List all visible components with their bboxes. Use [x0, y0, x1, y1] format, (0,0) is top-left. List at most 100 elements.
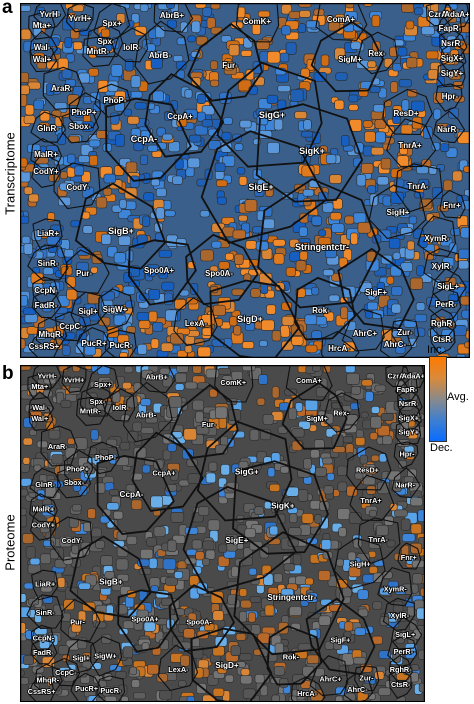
region-label-sigk-: SigK+: [299, 146, 325, 156]
region-label-sigm-: SigM+: [306, 414, 328, 423]
cell-texture: [20, 365, 425, 702]
region-label-hpr-: Hpr-: [442, 92, 459, 101]
region-outline: [86, 441, 120, 475]
region-outline: [30, 111, 67, 143]
region-label-sigi-: SigI+: [72, 654, 90, 663]
region-outline: [382, 88, 433, 136]
region-label-iolr-: IolR-: [113, 403, 130, 412]
region-label-tnra-: TnrA-: [368, 535, 388, 544]
region-label-xymr-: XymR-: [384, 584, 408, 593]
region-label-czra-: CzrA+: [428, 10, 452, 19]
region-outline: [61, 110, 100, 144]
region-outline: [391, 616, 423, 650]
region-label-spo0a-: Spo0A-: [205, 269, 233, 278]
region-outline: [57, 467, 92, 499]
region-outline: [173, 297, 218, 347]
region-outline: [182, 485, 297, 594]
region-label-arar-: AraR-: [51, 84, 73, 93]
region-outline: [65, 639, 99, 675]
region-labels: YvrH- Mta+ YvrH+ Wal- Wal+ Spx+ Spx- IolR- MntR-…: [28, 9, 470, 354]
region-outline: [128, 239, 197, 306]
region-outline: [216, 61, 323, 168]
region-label-ahrc-: AhrC+: [319, 675, 341, 684]
region-label-fadr-: FadR-: [33, 648, 54, 657]
panel-b-letter: b: [2, 363, 14, 384]
region-label-abrb-: AbrB+: [146, 372, 168, 381]
region-outline: [30, 639, 58, 665]
region-label-ctsr-: CtsR-: [391, 680, 411, 689]
region-outline: [185, 233, 259, 306]
region-outline: [290, 676, 326, 702]
region-outline: [388, 668, 413, 700]
region-label-rex-: Rex-: [333, 409, 349, 418]
region-label-narr-: NarR-: [395, 481, 415, 490]
region-label-ahrc-: AhrC-: [347, 685, 368, 694]
region-outline: [144, 73, 225, 158]
region-outline: [85, 365, 120, 404]
region-label-spo0a-: Spo0A-: [186, 618, 212, 627]
region-label-wal-: Wal+: [33, 55, 52, 64]
region-label-xymr-: XymR-: [424, 234, 450, 243]
region-label-wal-: Wal-: [34, 43, 51, 52]
region-outline: [168, 584, 236, 653]
region-label-sigx-: SigX+: [441, 54, 464, 63]
region-label-rok-: Rok-: [283, 653, 300, 662]
region-label-sigw-: SigW+: [103, 305, 128, 314]
region-label-abrb-: AbrB+: [160, 11, 185, 20]
region-label-hpr-: Hpr-: [400, 449, 416, 458]
region-outline: [394, 373, 418, 402]
region-outline: [429, 308, 457, 337]
region-label-ccpa-: CcpA+: [167, 112, 193, 121]
region-label-sigb-: SigB+: [99, 578, 123, 587]
region-label-tnra-: TnrA+: [360, 496, 381, 505]
region-label-liar-: LiaR+: [37, 229, 59, 238]
legend-avg-label: Avg.: [447, 391, 469, 403]
region-outline: [429, 322, 456, 355]
region-outline: [27, 244, 69, 281]
region-label-fnr-: Fnr+: [401, 553, 417, 562]
region-outline: [104, 329, 137, 358]
region-label-sige-: SigE+: [248, 182, 273, 192]
region-outline: [29, 30, 59, 63]
region-outline: [69, 535, 152, 619]
region-outline: [51, 657, 81, 687]
region-label-perr-: PerR-: [394, 647, 414, 656]
region-label-cody-: CodY+: [32, 521, 55, 530]
region-outline: [435, 83, 463, 112]
region-label-fapr-: FapR-: [397, 385, 418, 394]
region-outline: [343, 672, 374, 702]
region-label-sinr-: SinR-: [38, 259, 59, 268]
region-outline: [27, 675, 55, 702]
region-outline: [425, 3, 454, 27]
region-outline: [97, 288, 134, 332]
region-outline: [82, 36, 116, 68]
region-label-rghr-: RghR-: [390, 665, 412, 674]
region-label-ccpc-: CcpC-: [55, 668, 77, 677]
region-outline: [94, 83, 131, 118]
region-label-phop-: PhoP-: [103, 96, 126, 105]
region-label-sigm-: SigM+: [338, 55, 362, 64]
region-outline: [42, 66, 84, 110]
region-outline: [397, 389, 423, 417]
region-label-fadr-: FadR-: [35, 301, 58, 310]
region-label-lexa-: LexA-: [168, 665, 189, 674]
region-outline: [322, 392, 361, 433]
region-label-fapr-: FapR-: [439, 24, 462, 33]
region-outline: [349, 474, 395, 521]
region-outline: [30, 137, 63, 170]
region-outline: [315, 3, 368, 41]
region-label-mhqr-: MhqR-: [37, 675, 60, 684]
region-outline: [31, 152, 62, 188]
region-outline: [235, 3, 280, 43]
region-outline: [346, 446, 392, 491]
region-label-rghr-: RghR-: [431, 319, 455, 328]
region-outline: [432, 267, 467, 303]
region-label-sbox-: Sbox-: [69, 122, 92, 131]
region-outline: [103, 388, 136, 422]
region-label-spx-: Spx+: [94, 380, 112, 389]
region-label-spx-: Spx-: [97, 37, 115, 46]
region-label-ccpn-: CcpN-: [34, 286, 58, 295]
region-outline: [28, 330, 59, 358]
region-outline: [397, 542, 422, 570]
region-outline: [190, 627, 273, 702]
